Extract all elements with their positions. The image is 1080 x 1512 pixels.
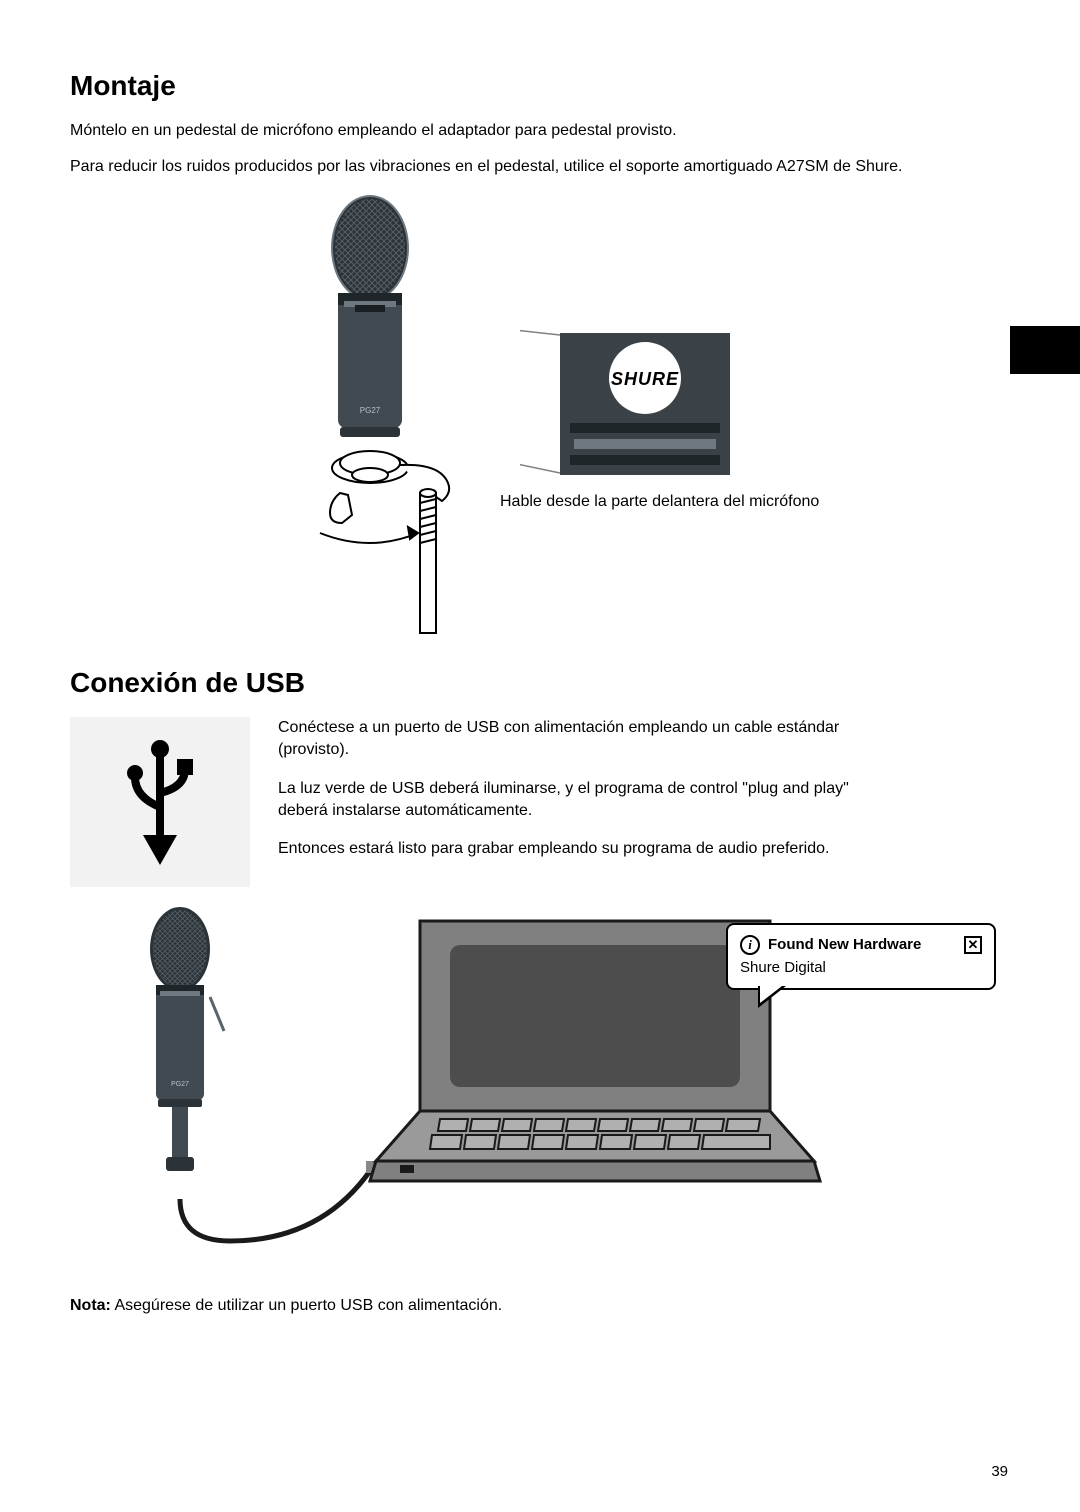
montaje-paragraph-1: Móntelo en un pedestal de micrófono empl… <box>70 120 1010 142</box>
usb-text-column: Conéctese a un puerto de USB con aliment… <box>278 717 878 887</box>
montaje-figure-group: PG27 <box>70 193 1010 643</box>
front-caption: Hable desde la parte delantera del micró… <box>500 493 819 511</box>
montaje-paragraph-2: Para reducir los ruidos producidos por l… <box>70 156 1010 178</box>
microphone-on-stand-illustration: PG27 <box>300 193 500 643</box>
usb-note: Nota: Asegúrese de utilizar un puerto US… <box>70 1297 1010 1315</box>
found-new-hardware-notification: i Found New Hardware ✕ Shure Digital <box>726 923 996 990</box>
usb-icon-box <box>70 717 250 887</box>
montaje-heading: Montaje <box>70 70 1010 102</box>
page-number: 39 <box>991 1463 1008 1480</box>
usb-heading: Conexión de USB <box>70 667 1010 699</box>
svg-text:SHURE: SHURE <box>611 369 679 389</box>
usb-paragraph-3: Entonces estará listo para grabar emplea… <box>278 838 878 860</box>
close-icon[interactable]: ✕ <box>964 936 982 954</box>
info-icon: i <box>740 935 760 955</box>
note-text: Asegúrese de utilizar un puerto USB con … <box>111 1297 502 1314</box>
svg-text:PG27: PG27 <box>360 406 381 415</box>
usb-paragraph-1: Conéctese a un puerto de USB con aliment… <box>278 717 878 762</box>
shure-logo-closeup-illustration: SHURE <box>520 323 780 503</box>
svg-text:PG27: PG27 <box>171 1081 189 1088</box>
usb-icon <box>115 737 205 867</box>
usb-intro-row: Conéctese a un puerto de USB con aliment… <box>70 717 1010 887</box>
section-tab <box>1010 326 1080 374</box>
notification-body: Shure Digital <box>740 959 982 976</box>
usb-connection-illustration: PG27 <box>70 901 1010 1271</box>
note-label: Nota: <box>70 1297 111 1314</box>
notification-title: Found New Hardware <box>768 936 921 953</box>
usb-paragraph-2: La luz verde de USB deberá iluminarse, y… <box>278 778 878 823</box>
